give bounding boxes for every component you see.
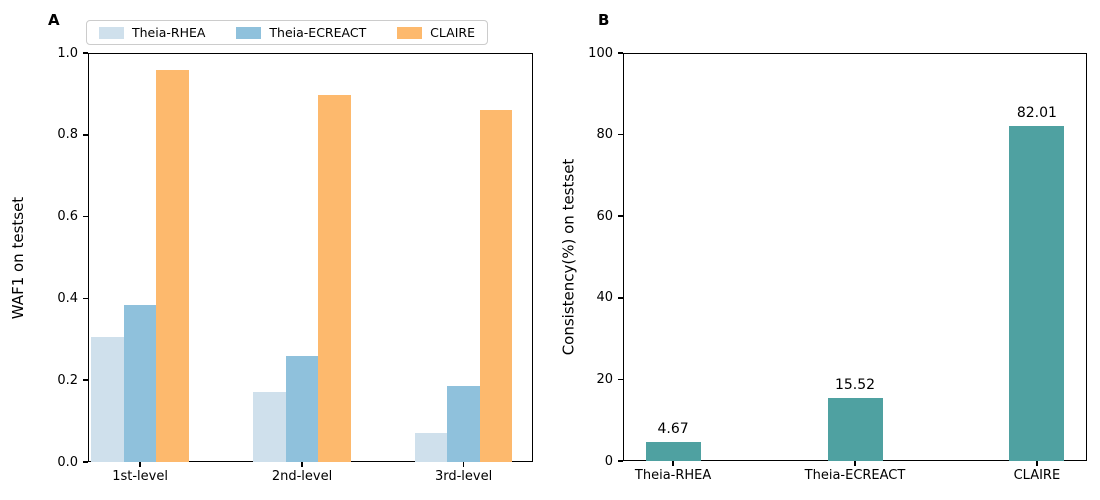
y-tick-label-b: 40 [596,290,613,306]
y-tick-mark-b [618,460,623,462]
value-label-theia-rhea: 4.67 [657,420,689,437]
y-tick-mark-a [83,134,88,136]
bar-consistency-theia-ecreact [827,397,883,461]
y-tick-label-b: 0 [604,453,613,469]
legend-label-theia-ecreact: Theia-ECREACT [269,25,367,40]
y-tick-mark-b [618,297,623,299]
y-tick-label-a: 0.8 [57,127,78,143]
y-tick-label-a: 0.6 [57,209,78,225]
value-label-claire: 82.01 [1016,105,1057,122]
legend-label-theia-rhea: Theia-RHEA [132,25,206,40]
legend-swatch-theia-ecreact [236,26,262,39]
y-tick-mark-a [83,461,88,463]
x-tick-mark-b [854,461,856,466]
x-tick-mark-a [301,462,303,467]
bar-claire-1st-level [156,70,189,462]
bar-claire-3rd-level [479,110,513,462]
y-tick-label-a: 0.4 [57,290,78,306]
panel-b-letter: B [598,11,610,29]
y-tick-label-b: 100 [588,45,613,61]
legend-swatch-theia-rhea [99,26,124,39]
bar-theia-ecreact-3rd-level [447,386,480,462]
panel-a-y-axis-label: WAF1 on testset [9,196,27,319]
bar-theia-ecreact-1st-level [123,304,157,462]
legend: Theia-RHEA Theia-ECREACT CLAIRE [86,20,488,45]
x-tick-label-theia-rhea: Theia-RHEA [634,468,712,483]
y-tick-mark-a [83,297,88,300]
x-tick-mark-b [672,461,674,466]
bar-theia-rhea-3rd-level [414,432,448,462]
y-tick-label-a: 0.2 [57,372,78,388]
y-tick-mark-a [83,215,88,218]
y-tick-mark-b [618,133,623,136]
bar-theia-rhea-1st-level [91,337,124,462]
bar-claire-2nd-level [318,95,351,462]
x-tick-label-theia-ecreact: Theia-ECREACT [804,468,906,483]
y-tick-mark-b [618,52,623,54]
bar-consistency-theia-rhea [645,441,701,461]
y-tick-label-b: 20 [596,371,613,387]
y-tick-mark-b [618,215,623,217]
legend-item-claire: CLAIRE [397,25,475,40]
y-tick-mark-b [618,378,623,381]
y-tick-mark-a [83,52,88,54]
x-tick-mark-a [139,462,141,467]
x-tick-mark-b [1036,461,1038,466]
x-tick-mark-a [462,462,465,467]
x-tick-label-1st-level: 1st-level [112,469,168,484]
panel-a-letter: A [48,11,60,29]
bar-consistency-claire [1009,126,1065,461]
x-tick-label-claire: CLAIRE [1013,468,1061,483]
y-tick-label-b: 60 [596,208,613,224]
x-tick-label-3rd-level: 3rd-level [434,469,493,484]
bar-theia-ecreact-2nd-level [285,356,319,462]
bar-theia-rhea-2nd-level [253,391,286,462]
x-tick-label-2nd-level: 2nd-level [271,469,333,484]
y-tick-label-a: 0.0 [57,454,78,470]
legend-label-claire: CLAIRE [430,25,475,40]
legend-item-theia-ecreact: Theia-ECREACT [236,25,366,40]
y-tick-label-a: 1.0 [57,45,78,61]
panel-b-y-axis-label: Consistency(%) on testset [559,158,578,356]
legend-item-theia-rhea: Theia-RHEA [99,25,205,40]
y-tick-mark-a [83,379,88,381]
y-tick-label-b: 80 [596,127,613,143]
value-label-theia-ecreact: 15.52 [834,376,876,393]
legend-swatch-claire [397,26,423,39]
